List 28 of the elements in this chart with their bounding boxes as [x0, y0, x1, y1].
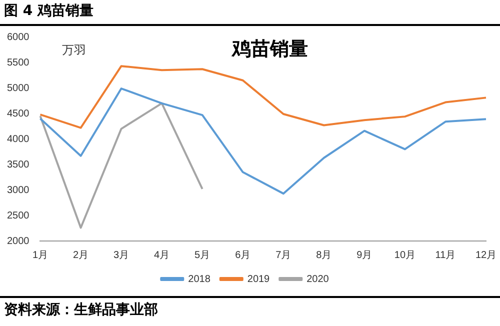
y-tick-label: 5000 — [6, 82, 30, 94]
x-tick-label: 12月 — [475, 250, 497, 261]
y-tick-label: 3000 — [6, 184, 30, 196]
x-tick-label: 3月 — [114, 250, 130, 261]
caption: 图 4 鸡苗销量 — [4, 2, 94, 20]
legend-label: 2018 — [188, 274, 211, 285]
y-tick-label: 2500 — [6, 210, 30, 222]
x-tick-label: 11月 — [435, 250, 456, 261]
text: 资料来源：生鲜品事业部 — [4, 301, 158, 319]
x-tick-label: 4月 — [154, 250, 170, 261]
y-tick-label: 3500 — [6, 159, 30, 170]
legend-label: 2020 — [306, 274, 330, 285]
x-tick-label: 8月 — [316, 250, 332, 261]
x-tick-label: 5月 — [194, 250, 210, 261]
x-tick-label: 10月 — [394, 250, 416, 261]
y-tick-label: 5500 — [6, 57, 30, 68]
x-tick-label: 2月 — [72, 250, 89, 261]
x-tick-label: 9月 — [356, 250, 372, 261]
y-axis-title: 万羽 — [62, 42, 86, 59]
y-tick-label: 4000 — [6, 134, 30, 145]
y-tick-label: 4500 — [6, 108, 30, 120]
x-tick-label: 6月 — [235, 250, 251, 261]
x-tick-label: 1月 — [32, 250, 48, 261]
y-tick-label: 2000 — [6, 236, 30, 247]
x-tick-label: 7月 — [276, 250, 292, 261]
y-tick-label: 6000 — [6, 32, 30, 43]
chart-title: 鸡苗销量 — [230, 37, 309, 62]
legend-label: 2019 — [247, 274, 270, 285]
